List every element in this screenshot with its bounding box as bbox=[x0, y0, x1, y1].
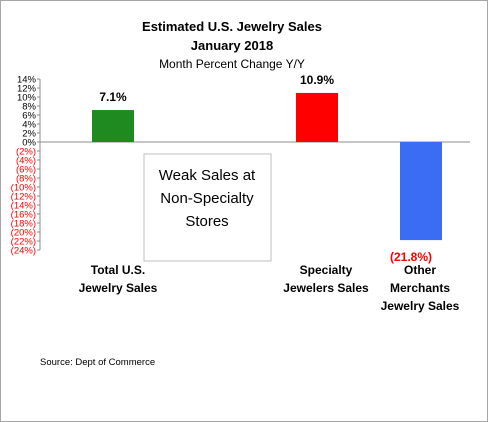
y-tick-label: (12%) bbox=[11, 192, 36, 203]
y-tick-label: 6% bbox=[22, 111, 36, 122]
category-label-1: Jewelry Sales bbox=[79, 281, 158, 295]
annotation-box-frame bbox=[143, 153, 272, 262]
y-tick-label: (18%) bbox=[11, 219, 36, 230]
category-label-3: Jewelry Sales bbox=[381, 299, 460, 313]
y-tick-label: 4% bbox=[22, 120, 36, 131]
y-tick-label: (24%) bbox=[11, 246, 36, 257]
source-text: Source: Dept of Commerce bbox=[40, 357, 155, 368]
bars bbox=[92, 92, 442, 241]
y-tick-label: 2% bbox=[22, 129, 36, 140]
annotation-text-line: Non-Specialty bbox=[160, 190, 254, 207]
y-tick-label: 8% bbox=[22, 102, 36, 113]
category-label-1: Total U.S. bbox=[91, 263, 145, 277]
y-tick-label: (2%) bbox=[16, 147, 36, 158]
y-tick-label: (6%) bbox=[16, 165, 36, 176]
category-labels: Total U.S. Jewelry Sales Specialty Jewelers… bbox=[79, 263, 460, 313]
category-label-2: Jewelers Sales bbox=[283, 281, 369, 295]
category-label-3: Merchants bbox=[390, 281, 450, 295]
annotation-text-line: Stores bbox=[185, 213, 228, 230]
chart-title-group: Estimated U.S. Jewelry Sales January 2018… bbox=[142, 19, 322, 71]
y-tick-label: 0% bbox=[22, 138, 36, 149]
bar-2 bbox=[296, 92, 338, 142]
y-tick-label: (4%) bbox=[16, 156, 36, 167]
y-tick-label: (22%) bbox=[11, 237, 36, 248]
value-label-1: 7.1% bbox=[99, 90, 127, 104]
chart-title-line-2: January 2018 bbox=[191, 38, 273, 53]
y-tick-label: (10%) bbox=[11, 183, 36, 194]
bar-1 bbox=[92, 110, 134, 142]
annotation-text-line: Weak Sales at bbox=[159, 167, 256, 184]
chart-title-line-1: Estimated U.S. Jewelry Sales bbox=[142, 19, 322, 34]
source-note: Source: Dept of Commerce bbox=[40, 357, 155, 368]
y-tick-label: (16%) bbox=[11, 210, 36, 221]
y-tick-label: 12% bbox=[17, 84, 37, 95]
y-tick-label: (8%) bbox=[16, 174, 36, 185]
value-label-3: (21.8%) bbox=[390, 250, 432, 264]
category-label-3: Other bbox=[404, 263, 436, 277]
annotation-box: Weak Sales at Non-Specialty Stores bbox=[143, 153, 272, 262]
chart-subtitle: Month Percent Change Y/Y bbox=[159, 57, 305, 71]
y-tick-label: 10% bbox=[17, 93, 37, 104]
y-tick-label: 14% bbox=[17, 75, 37, 86]
bar-3 bbox=[400, 142, 442, 241]
y-tick-label: (14%) bbox=[11, 201, 36, 212]
value-labels: 7.1% 10.9% (21.8%) bbox=[99, 73, 432, 264]
value-label-2: 10.9% bbox=[300, 73, 334, 87]
y-tick-label: (20%) bbox=[11, 228, 36, 239]
category-label-2: Specialty bbox=[300, 263, 353, 277]
